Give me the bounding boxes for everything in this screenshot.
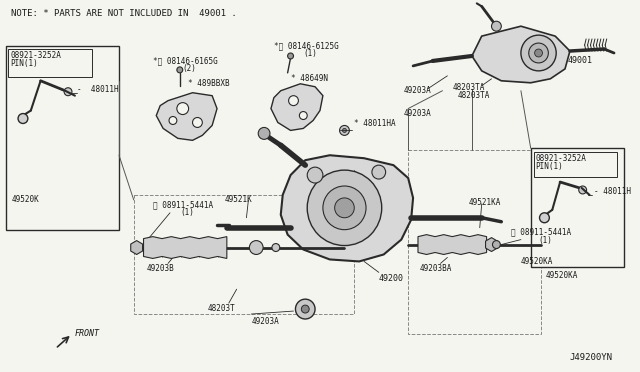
Text: 48203TA: 48203TA (457, 91, 490, 100)
Bar (6, 46, 119, 230)
Text: 49521KA: 49521KA (469, 198, 501, 207)
Text: Ⓝ 08911-5441A: Ⓝ 08911-5441A (154, 200, 214, 209)
Text: * 48649N: * 48649N (291, 74, 328, 83)
Text: NOTE: * PARTS ARE NOT INCLUDED IN  49001 .: NOTE: * PARTS ARE NOT INCLUDED IN 49001 … (11, 9, 237, 18)
Polygon shape (143, 237, 227, 259)
Circle shape (579, 186, 587, 194)
Text: 08921-3252A: 08921-3252A (10, 51, 61, 60)
Circle shape (250, 241, 263, 254)
Text: 49521K: 49521K (225, 195, 253, 204)
Text: *Ⓡ 08146-6165G: *Ⓡ 08146-6165G (154, 56, 218, 65)
Circle shape (193, 118, 202, 128)
Text: 49203BA: 49203BA (420, 264, 452, 273)
Circle shape (177, 67, 183, 73)
Polygon shape (281, 155, 413, 262)
Circle shape (300, 112, 307, 119)
Circle shape (18, 113, 28, 124)
Circle shape (534, 49, 543, 57)
Text: -  48011H: - 48011H (77, 85, 118, 94)
Circle shape (258, 128, 270, 140)
Text: 08921-3252A: 08921-3252A (536, 154, 586, 163)
Text: (1): (1) (303, 49, 317, 58)
Circle shape (492, 21, 501, 31)
Text: PIN(1): PIN(1) (10, 59, 38, 68)
Circle shape (289, 96, 298, 106)
Text: (1): (1) (180, 208, 195, 217)
Circle shape (323, 186, 366, 230)
Circle shape (493, 241, 500, 248)
Polygon shape (472, 26, 570, 83)
Text: (2): (2) (183, 64, 196, 73)
Circle shape (335, 198, 355, 218)
Text: (1): (1) (538, 235, 552, 245)
Bar (531, 148, 624, 267)
Bar (534, 152, 617, 177)
Text: 48203T: 48203T (207, 304, 235, 313)
Circle shape (540, 213, 549, 223)
Text: 49203A: 49203A (403, 109, 431, 118)
Text: *Ⓡ 08146-6125G: *Ⓡ 08146-6125G (274, 41, 339, 50)
Text: - 48011H: - 48011H (595, 187, 632, 196)
Text: 49520KA: 49520KA (521, 257, 554, 266)
Circle shape (529, 43, 548, 63)
Circle shape (521, 35, 556, 71)
Text: 49200: 49200 (379, 274, 404, 283)
Text: * 489BBXB: * 489BBXB (188, 79, 229, 88)
Bar (134, 195, 355, 314)
Circle shape (372, 165, 386, 179)
Text: 48203TA: 48203TA (452, 83, 484, 92)
Text: Ⓝ 08911-5441A: Ⓝ 08911-5441A (511, 228, 572, 237)
Polygon shape (156, 93, 217, 140)
Circle shape (64, 88, 72, 96)
Circle shape (287, 53, 294, 59)
Bar (408, 150, 541, 334)
Polygon shape (271, 84, 323, 131)
Circle shape (296, 299, 315, 319)
Circle shape (169, 116, 177, 125)
Text: 49520K: 49520K (11, 195, 39, 204)
Text: 49001: 49001 (568, 56, 593, 65)
Circle shape (342, 128, 346, 132)
Polygon shape (418, 235, 486, 254)
Circle shape (272, 244, 280, 251)
Text: 49203B: 49203B (147, 264, 174, 273)
Text: FRONT: FRONT (75, 329, 100, 339)
Text: PIN(1): PIN(1) (536, 162, 563, 171)
Text: 49203A: 49203A (252, 317, 279, 326)
Circle shape (132, 243, 141, 253)
Circle shape (177, 103, 189, 115)
Circle shape (307, 170, 381, 246)
Circle shape (340, 125, 349, 135)
Circle shape (307, 167, 323, 183)
Text: J49200YN: J49200YN (570, 353, 613, 362)
Text: 49203A: 49203A (403, 86, 431, 95)
Polygon shape (131, 241, 143, 254)
Text: * 48011HA: * 48011HA (355, 119, 396, 128)
Circle shape (301, 305, 309, 313)
Bar (8, 49, 92, 77)
Polygon shape (486, 238, 497, 251)
Text: 49520KA: 49520KA (545, 271, 578, 280)
